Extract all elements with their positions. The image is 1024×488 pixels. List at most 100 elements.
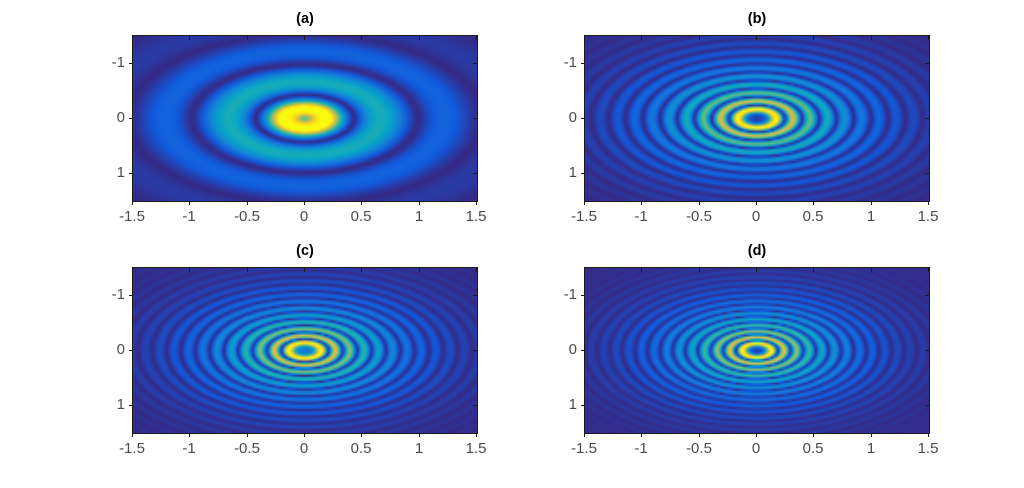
- tick-mark: [813, 434, 814, 437]
- tick-mark: [304, 268, 305, 272]
- tick-mark: [641, 36, 642, 40]
- tick-mark: [641, 268, 642, 272]
- tick-mark: [247, 36, 248, 40]
- tick-mark: [584, 434, 585, 437]
- tick-mark: [132, 268, 133, 272]
- tick-mark: [928, 268, 929, 272]
- x-tick-label: 1: [414, 208, 424, 225]
- x-tick-label: -1.5: [571, 208, 597, 225]
- y-tick-label: 1: [116, 396, 125, 413]
- tick-mark: [871, 36, 872, 40]
- tick-mark: [756, 36, 757, 40]
- tick-mark: [871, 268, 872, 272]
- tick-mark: [129, 295, 132, 296]
- tick-mark: [419, 36, 420, 40]
- tick-mark: [419, 268, 420, 272]
- y-tick-label: -1: [111, 286, 125, 303]
- panel-title-b: (b): [747, 11, 767, 27]
- subplot-c: (c) -1.5 -1 -0.5 0 0.5 1 1.5 -1 0 1: [112, 243, 487, 457]
- x-tick-label: 1: [866, 440, 876, 457]
- subplot-d: (d) -1.5 -1 -0.5 0 0.5 1 1.5 -1 0 1: [564, 243, 939, 457]
- tick-mark: [925, 118, 929, 119]
- tick-mark: [189, 36, 190, 40]
- x-tick-label: -1.5: [119, 208, 145, 225]
- x-tick-label: 0.5: [350, 208, 372, 225]
- x-tick-label: -0.5: [686, 440, 712, 457]
- x-tick-label: -1: [634, 208, 648, 225]
- x-tick-label: -0.5: [686, 208, 712, 225]
- tick-mark: [925, 63, 929, 64]
- x-tick-label: -1.5: [571, 440, 597, 457]
- x-tick-label: -0.5: [234, 208, 260, 225]
- tick-mark: [189, 202, 190, 205]
- tick-mark: [361, 268, 362, 272]
- y-tick-label: 0: [568, 109, 577, 126]
- tick-mark: [476, 434, 477, 437]
- x-tick-label: 0: [751, 208, 761, 225]
- tick-mark: [756, 268, 757, 272]
- tick-mark: [641, 202, 642, 205]
- tick-mark: [473, 405, 477, 406]
- tick-mark: [813, 202, 814, 205]
- tick-mark: [473, 350, 477, 351]
- tick-mark: [132, 202, 133, 205]
- tick-mark: [304, 434, 305, 437]
- heatmap-canvas-a: [133, 36, 477, 201]
- x-tick-label: 0: [299, 208, 309, 225]
- tick-mark: [129, 118, 132, 119]
- tick-mark: [361, 434, 362, 437]
- y-tick-label: 0: [116, 341, 125, 358]
- x-tick-label: -1: [182, 208, 196, 225]
- tick-mark: [476, 268, 477, 272]
- tick-mark: [581, 118, 584, 119]
- y-tick-label: 0: [116, 109, 125, 126]
- tick-mark: [928, 434, 929, 437]
- tick-mark: [581, 63, 584, 64]
- heatmap-canvas-d: [585, 268, 929, 433]
- x-tick-label: -1: [634, 440, 648, 457]
- tick-mark: [756, 202, 757, 205]
- x-tick-label: 0: [751, 440, 761, 457]
- tick-mark: [129, 173, 132, 174]
- x-tick-label: 0.5: [350, 440, 372, 457]
- tick-mark: [189, 434, 190, 437]
- x-tick-label: 1: [866, 208, 876, 225]
- tick-mark: [129, 63, 132, 64]
- panel-title-a: (a): [296, 11, 314, 27]
- x-tick-label: 1.5: [465, 208, 487, 225]
- x-tick-label: 1.5: [917, 208, 939, 225]
- tick-mark: [361, 36, 362, 40]
- tick-mark: [581, 405, 584, 406]
- tick-mark: [419, 434, 420, 437]
- tick-mark: [641, 434, 642, 437]
- tick-mark: [584, 36, 585, 40]
- plot-area-a: [132, 35, 478, 202]
- tick-mark: [813, 36, 814, 40]
- tick-mark: [928, 36, 929, 40]
- tick-mark: [756, 434, 757, 437]
- y-tick-label: 1: [568, 396, 577, 413]
- tick-mark: [928, 202, 929, 205]
- y-tick-label: 1: [568, 164, 577, 181]
- tick-mark: [584, 268, 585, 272]
- tick-mark: [813, 268, 814, 272]
- tick-mark: [473, 63, 477, 64]
- tick-mark: [581, 173, 584, 174]
- x-tick-label: 1.5: [917, 440, 939, 457]
- x-tick-label: -1: [182, 440, 196, 457]
- tick-mark: [699, 434, 700, 437]
- panel-title-c: (c): [296, 243, 314, 259]
- y-tick-label: -1: [563, 286, 577, 303]
- x-tick-label: -1.5: [119, 440, 145, 457]
- tick-mark: [132, 434, 133, 437]
- tick-mark: [476, 202, 477, 205]
- tick-mark: [871, 202, 872, 205]
- tick-mark: [189, 268, 190, 272]
- heatmap-canvas-b: [585, 36, 929, 201]
- y-tick-label: 0: [568, 341, 577, 358]
- tick-mark: [476, 36, 477, 40]
- tick-mark: [699, 202, 700, 205]
- tick-mark: [132, 36, 133, 40]
- tick-mark: [699, 268, 700, 272]
